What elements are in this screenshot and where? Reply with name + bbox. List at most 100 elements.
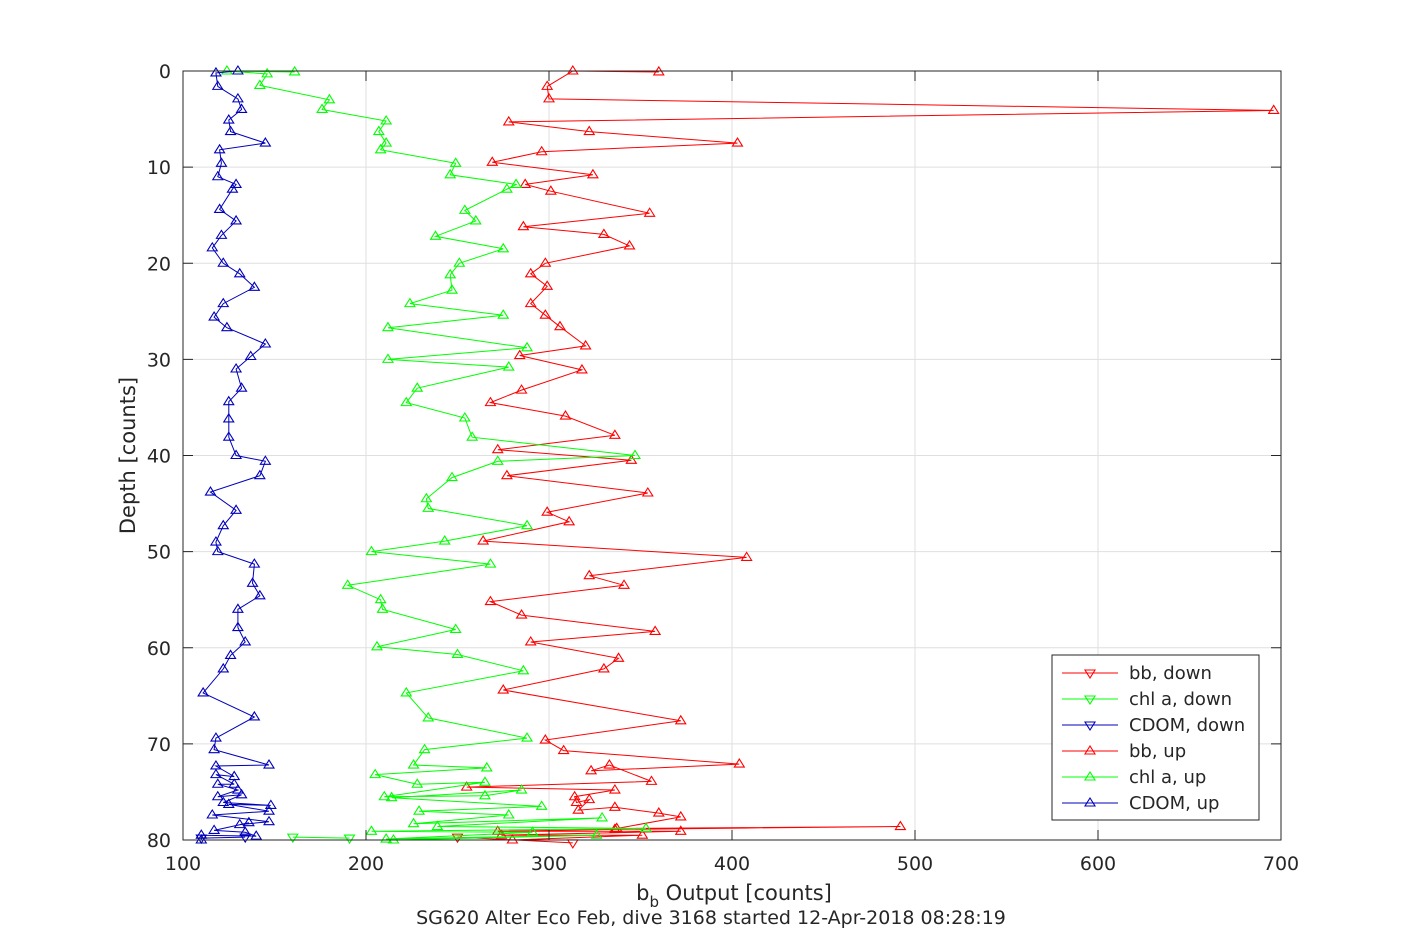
data-point — [515, 609, 528, 619]
data-point — [590, 829, 603, 839]
data-point — [233, 818, 246, 829]
data-point — [209, 66, 222, 77]
data-point — [639, 822, 652, 833]
data-point — [209, 732, 222, 742]
data-point — [246, 577, 259, 587]
legend-marker-swatch — [1084, 695, 1096, 706]
y-axis-label: Depth [counts] — [116, 377, 140, 534]
data-point — [253, 589, 266, 600]
data-point — [231, 92, 244, 103]
data-point — [222, 798, 235, 808]
data-point — [230, 214, 243, 225]
series-line-chl-a-up — [226, 70, 647, 841]
data-point — [231, 64, 244, 75]
data-point — [231, 783, 244, 794]
data-point — [497, 309, 510, 319]
x-tick-label: 100 — [165, 853, 201, 875]
x-tick-label: 400 — [714, 853, 750, 875]
legend-items: bb, down chl a, down CDOM, down bb, up chl a… — [1062, 663, 1245, 814]
data-point — [381, 353, 394, 363]
data-point — [502, 808, 515, 819]
data-point — [623, 239, 636, 250]
x-axis-label: bb Output [counts] — [636, 881, 832, 911]
data-point — [597, 662, 610, 673]
legend-label: bb, up — [1129, 741, 1186, 762]
data-point — [411, 382, 424, 392]
data-point — [521, 519, 534, 530]
data-point — [478, 776, 491, 786]
data-point — [369, 768, 382, 779]
data-point — [239, 826, 252, 836]
data-point — [453, 257, 466, 267]
data-point — [263, 815, 276, 826]
data-point — [484, 595, 497, 606]
data-point — [263, 805, 276, 815]
data-point — [446, 284, 459, 294]
data-point — [248, 558, 261, 568]
data-point — [250, 830, 263, 840]
data-point — [491, 443, 504, 454]
x-axis-label-rest: Output [counts] — [659, 881, 832, 905]
data-point — [220, 64, 233, 75]
data-point — [222, 431, 235, 441]
x-tick-label: 600 — [1080, 853, 1116, 875]
x-tick-label: 300 — [531, 853, 567, 875]
data-point — [444, 268, 457, 279]
data-point — [365, 825, 378, 835]
data-point — [466, 431, 479, 441]
data-point — [230, 504, 243, 514]
data-point — [370, 640, 383, 651]
series-layer — [195, 64, 1280, 849]
data-point — [524, 635, 537, 646]
data-point — [380, 833, 393, 843]
data-point — [222, 395, 235, 406]
data-point — [458, 204, 471, 214]
data-point — [235, 382, 248, 392]
data-point — [563, 515, 576, 526]
data-point — [610, 822, 623, 833]
data-point — [244, 350, 257, 361]
data-point — [209, 768, 222, 779]
data-point — [195, 829, 208, 839]
data-point — [608, 801, 621, 811]
data-point — [343, 834, 356, 845]
data-point — [449, 157, 462, 167]
y-tick-label: 40 — [147, 446, 171, 468]
y-tick-label: 70 — [147, 734, 171, 756]
data-point — [625, 454, 638, 464]
data-point — [438, 535, 451, 545]
y-tick-label: 60 — [147, 638, 171, 660]
data-point — [515, 384, 528, 394]
series-chl-a-up — [220, 64, 652, 844]
data-point — [420, 492, 433, 503]
data-point — [222, 113, 235, 124]
data-point — [323, 93, 336, 104]
data-point — [418, 743, 431, 754]
data-point — [521, 341, 534, 352]
data-point — [403, 297, 416, 308]
data-point — [541, 280, 554, 290]
data-point — [583, 125, 596, 136]
data-point — [206, 808, 219, 819]
data-point — [422, 502, 435, 512]
data-point — [541, 80, 554, 90]
data-point — [217, 297, 230, 308]
data-point — [248, 710, 261, 721]
data-point — [224, 125, 237, 136]
data-point — [239, 635, 252, 646]
data-point — [233, 267, 246, 278]
data-point — [264, 799, 277, 809]
data-point — [477, 535, 490, 545]
data-point — [524, 297, 537, 308]
data-point — [497, 684, 510, 694]
data-point — [566, 64, 579, 75]
data-point — [197, 686, 210, 697]
data-point — [217, 662, 230, 673]
x-tick-label: 200 — [348, 853, 384, 875]
data-point — [372, 125, 385, 136]
data-point — [517, 220, 530, 231]
data-point — [480, 761, 493, 772]
data-point — [579, 339, 592, 350]
legend-entry-bb-down: bb, down — [1062, 663, 1212, 684]
legend-label: bb, down — [1129, 663, 1212, 684]
